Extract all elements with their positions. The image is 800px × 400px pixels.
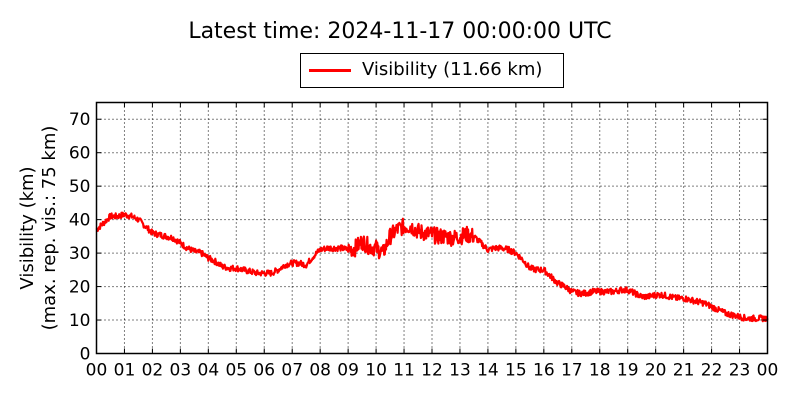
legend: Visibility (11.66 km): [300, 53, 564, 88]
x-tick-label: 19: [617, 361, 639, 381]
x-tick-label: 08: [309, 361, 331, 381]
x-tick-label: 12: [421, 361, 443, 381]
legend-swatch: [309, 69, 351, 72]
tick-labels: 00 01 02 03 04 05 06 07 08 09 10 11 12 13 14 15 16 17 18 19…: [69, 110, 778, 380]
y-tick-label: 0: [80, 345, 91, 365]
x-tick-label: 13: [449, 361, 471, 381]
x-tick-label: 16: [533, 361, 555, 381]
y-tick-label: 50: [69, 177, 91, 197]
x-tick-label: 06: [253, 361, 275, 381]
x-tick-label: 20: [645, 361, 667, 381]
x-tick-label: 22: [701, 361, 723, 381]
x-tick-label: 00: [86, 361, 108, 381]
axis-ticks: [96, 102, 768, 354]
y-axis-label-line2: (max. rep. vis.: 75 km): [39, 125, 60, 331]
x-tick-label: 14: [477, 361, 499, 381]
y-tick-label: 60: [69, 144, 91, 164]
x-tick-label: 07: [281, 361, 303, 381]
x-tick-label: 00: [757, 361, 779, 381]
y-tick-label: 10: [69, 311, 91, 331]
x-tick-label: 02: [142, 361, 164, 381]
y-tick-label: 30: [69, 244, 91, 264]
x-tick-label: 23: [729, 361, 751, 381]
x-tick-label: 01: [114, 361, 136, 381]
x-tick-label: 18: [589, 361, 611, 381]
x-tick-label: 11: [393, 361, 415, 381]
y-tick-label: 40: [69, 211, 91, 231]
plot-frame: [95, 101, 769, 355]
y-tick-label: 70: [69, 110, 91, 130]
x-tick-label: 17: [561, 361, 583, 381]
y-tick-label: 20: [69, 278, 91, 298]
series-layer: [95, 211, 769, 323]
y-axis-label: Visibility (km) (max. rep. vis.: 75 km): [17, 126, 61, 331]
series-line-visibility: [95, 211, 769, 323]
x-tick-label: 05: [225, 361, 247, 381]
chart-title: Latest time: 2024-11-17 00:00:00 UTC: [188, 19, 612, 44]
x-tick-label: 10: [365, 361, 387, 381]
y-axis-label-line1: Visibility (km): [17, 166, 38, 290]
x-tick-label: 15: [505, 361, 527, 381]
x-tick-label: 21: [673, 361, 695, 381]
x-tick-label: 09: [337, 361, 359, 381]
legend-label: Visibility (11.66 km): [362, 59, 543, 80]
x-tick-label: 03: [170, 361, 192, 381]
x-tick-label: 04: [198, 361, 220, 381]
